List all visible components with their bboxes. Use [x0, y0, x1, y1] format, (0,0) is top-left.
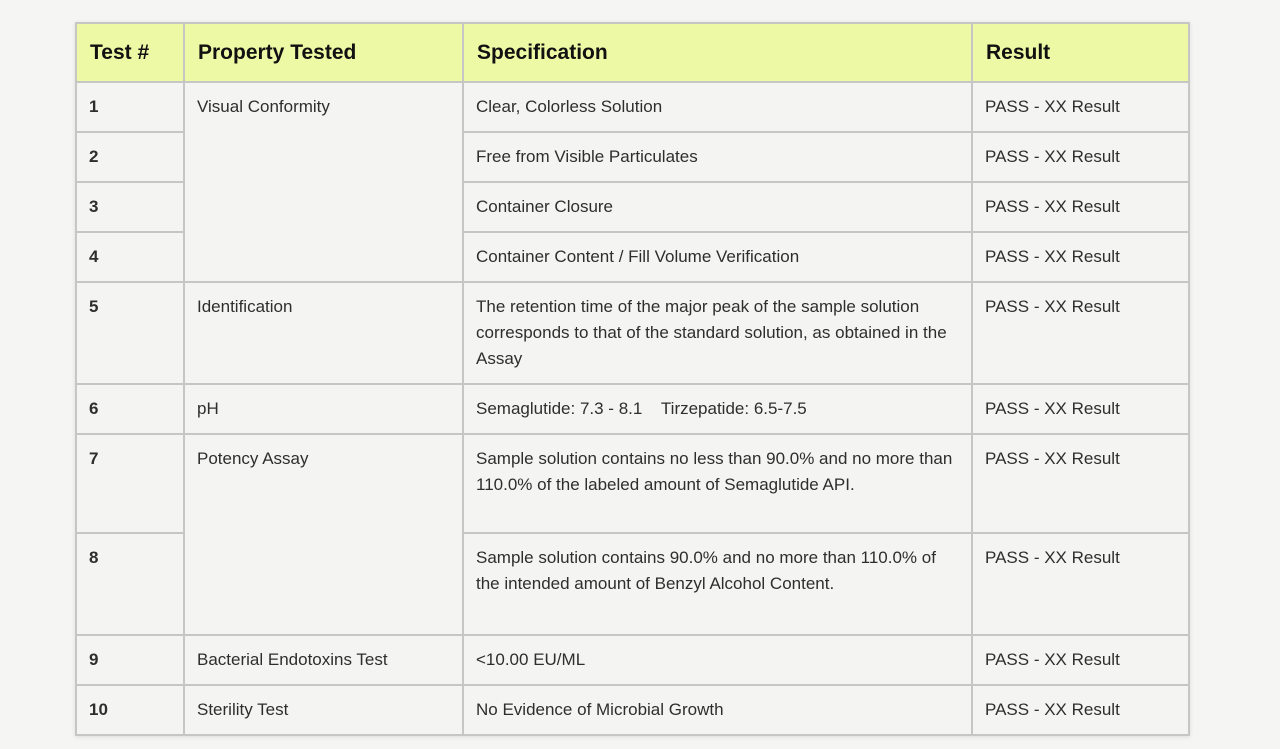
table-row: 4 Container Content / Fill Volume Verifi… — [75, 231, 1190, 283]
column-header-result: Result — [971, 22, 1190, 83]
spec-cell: Container Closure — [462, 181, 973, 233]
property-cell: Sterility Test — [183, 684, 464, 736]
result-cell: PASS - XX Result — [971, 131, 1190, 183]
spec-cell: Clear, Colorless Solution — [462, 81, 973, 133]
result-cell: PASS - XX Result — [971, 383, 1190, 435]
column-header-spec: Specification — [462, 22, 973, 83]
test-number: 10 — [75, 684, 185, 736]
test-number: 5 — [75, 281, 185, 385]
property-cell: pH — [183, 383, 464, 435]
table-row: 2 Free from Visible Particulates PASS - … — [75, 131, 1190, 183]
property-cell: Visual Conformity — [183, 81, 464, 283]
table-row: 10 Sterility Test No Evidence of Microbi… — [75, 684, 1190, 736]
spec-cell: Free from Visible Particulates — [462, 131, 973, 183]
result-cell: PASS - XX Result — [971, 281, 1190, 385]
test-number: 9 — [75, 634, 185, 686]
result-cell: PASS - XX Result — [971, 684, 1190, 736]
property-cell: Bacterial Endotoxins Test — [183, 634, 464, 686]
result-cell: PASS - XX Result — [971, 181, 1190, 233]
spec-cell: Semaglutide: 7.3 - 8.1 Tirzepatide: 6.5-… — [462, 383, 973, 435]
test-number: 6 — [75, 383, 185, 435]
result-cell: PASS - XX Result — [971, 634, 1190, 686]
spec-cell: Sample solution contains 90.0% and no mo… — [462, 532, 973, 636]
table-row: 5 Identification The retention time of t… — [75, 281, 1190, 385]
table-row: 6 pH Semaglutide: 7.3 - 8.1 Tirzepatide:… — [75, 383, 1190, 435]
test-number: 4 — [75, 231, 185, 283]
qc-results-table-container: Test # Property Tested Specification Res… — [75, 22, 1190, 736]
result-cell: PASS - XX Result — [971, 532, 1190, 636]
header-row: Test # Property Tested Specification Res… — [75, 22, 1190, 83]
test-number: 2 — [75, 131, 185, 183]
spec-cell: No Evidence of Microbial Growth — [462, 684, 973, 736]
property-cell: Potency Assay — [183, 433, 464, 636]
test-number: 3 — [75, 181, 185, 233]
table-row: 3 Container Closure PASS - XX Result — [75, 181, 1190, 233]
test-number: 8 — [75, 532, 185, 636]
property-cell: Identification — [183, 281, 464, 385]
test-number: 7 — [75, 433, 185, 534]
result-cell: PASS - XX Result — [971, 433, 1190, 534]
table-row: 7 Potency Assay Sample solution contains… — [75, 433, 1190, 636]
spec-cell: The retention time of the major peak of … — [462, 281, 973, 385]
table-row: 1 Visual Conformity Clear, Colorless Sol… — [75, 81, 1190, 283]
spec-cell: Sample solution contains no less than 90… — [462, 433, 973, 534]
result-cell: PASS - XX Result — [971, 81, 1190, 133]
table-row: 8 Sample solution contains 90.0% and no … — [75, 532, 1190, 636]
test-number: 1 — [75, 81, 185, 133]
spec-cell: Container Content / Fill Volume Verifica… — [462, 231, 973, 283]
spec-cell: <10.00 EU/ML — [462, 634, 973, 686]
column-header-test-no: Test # — [75, 22, 185, 83]
column-header-property: Property Tested — [183, 22, 464, 83]
table-row: 9 Bacterial Endotoxins Test <10.00 EU/ML… — [75, 634, 1190, 686]
result-cell: PASS - XX Result — [971, 231, 1190, 283]
qc-results-table: Test # Property Tested Specification Res… — [75, 22, 1190, 736]
